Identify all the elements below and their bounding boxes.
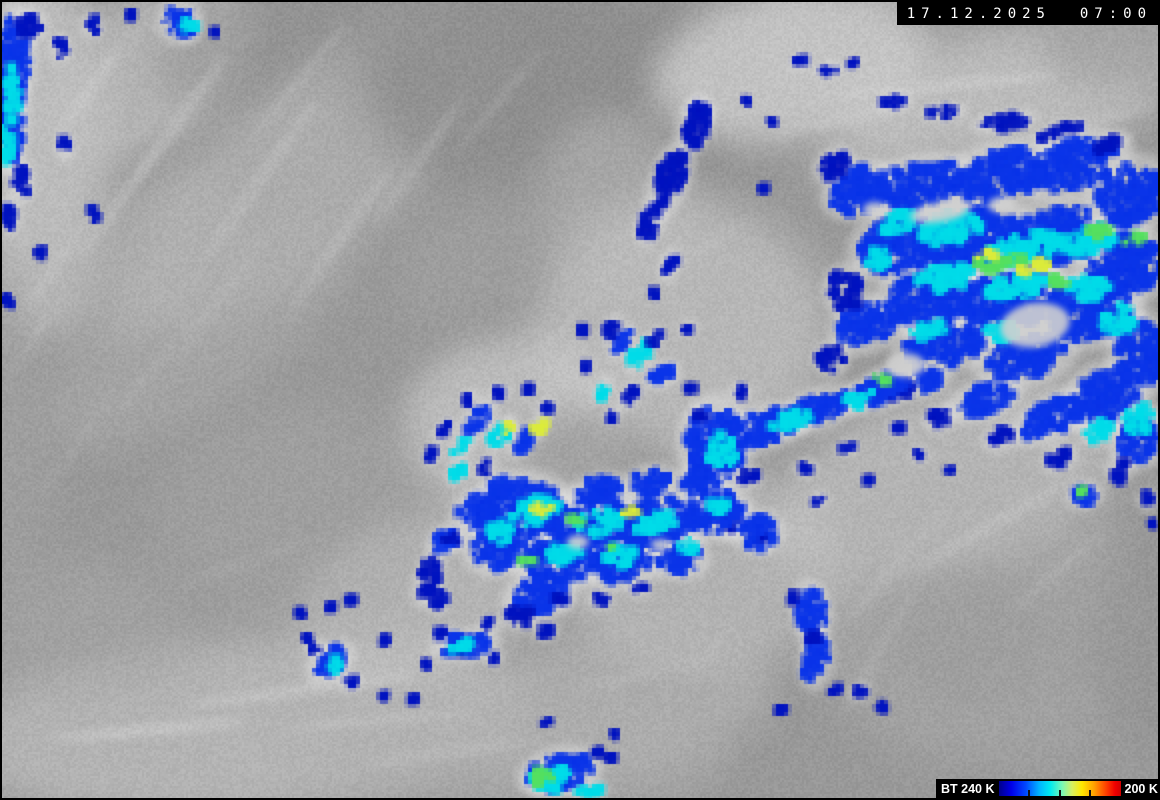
colorbar-label-left: BT 240 K — [941, 781, 995, 796]
colorbar-tick — [1058, 790, 1061, 796]
timestamp-overlay: 17.12.2025 07:00 — [896, 2, 1158, 25]
colorbar-tick — [1089, 790, 1091, 796]
colorbar-gradient — [998, 781, 1121, 796]
colorbar-label-right: 200 K — [1124, 781, 1158, 796]
colorbar: BT 240 K 200 K — [936, 779, 1158, 798]
colorbar-tick — [1028, 790, 1030, 796]
timestamp-text: 17.12.2025 07:00 — [906, 5, 1152, 22]
